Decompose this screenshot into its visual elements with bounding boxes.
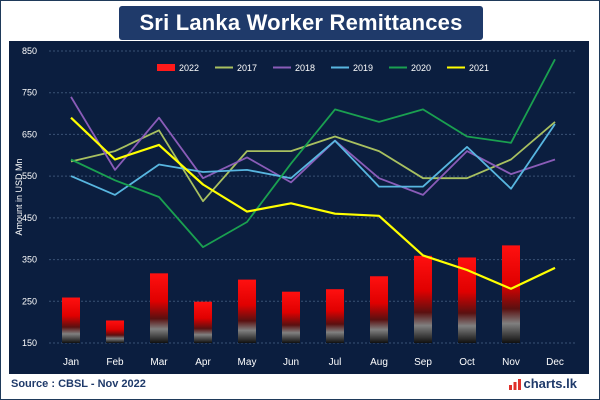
bar-2022-Jun	[282, 291, 300, 343]
y-tick-label: 850	[22, 46, 37, 56]
title-bar: Sri Lanka Worker Remittances	[119, 6, 483, 40]
y-tick-label: 150	[22, 338, 37, 348]
legend-label-2019: 2019	[353, 63, 373, 73]
legend-label-2018: 2018	[295, 63, 315, 73]
x-tick-label: Oct	[459, 357, 475, 368]
legend-label-2022: 2022	[179, 63, 199, 73]
x-tick-label: Jan	[63, 357, 79, 368]
chart-title: Sri Lanka Worker Remittances	[139, 10, 463, 35]
bar-2022-Oct	[458, 257, 476, 343]
x-tick-label: Mar	[150, 357, 168, 368]
x-tick-label: Sep	[414, 357, 432, 368]
brand-logo-icon	[508, 378, 521, 390]
bar-2022-Sep	[414, 255, 432, 343]
bar-2022-Nov	[502, 245, 520, 343]
legend-swatch-2022	[157, 64, 175, 71]
plot-panel: 150 250 350 450 550 650 750 850 Amount in USD Mn…	[9, 41, 589, 374]
legend-label-2020: 2020	[411, 63, 431, 73]
x-tick-label: May	[238, 357, 257, 368]
chart-svg: 150 250 350 450 550 650 750 850 Amount in USD Mn…	[14, 46, 577, 368]
y-tick-label: 450	[22, 213, 37, 223]
brand-name: charts.lk	[523, 376, 577, 391]
brand: charts.lk	[508, 376, 577, 391]
y-tick-label: 750	[22, 88, 37, 98]
bar-2022-Mar	[150, 273, 168, 343]
source-note: Source : CBSL - Nov 2022	[11, 378, 146, 390]
bar-2022-Jul	[326, 289, 344, 343]
bar-2022-Feb	[106, 320, 124, 343]
x-tick-label: Feb	[106, 357, 124, 368]
y-axis-label: Amount in USD Mn	[14, 158, 24, 235]
x-tick-label: Dec	[546, 357, 564, 368]
legend-label-2017: 2017	[237, 63, 257, 73]
bar-2022-Jan	[62, 297, 80, 343]
x-tick-label: Aug	[370, 357, 388, 368]
y-tick-label: 550	[22, 171, 37, 181]
y-tick-label: 350	[22, 255, 37, 265]
series-line-2020	[70, 58, 556, 249]
x-tick-label: Jun	[283, 357, 299, 368]
x-tick-label: Jul	[329, 357, 342, 368]
series-line-2019	[70, 123, 556, 196]
legend-label-2021: 2021	[469, 63, 489, 73]
x-tick-label: Apr	[195, 357, 211, 368]
series-line-2021	[70, 116, 556, 290]
y-tick-label: 650	[22, 129, 37, 139]
footer: Source : CBSL - Nov 2022 charts.lk	[1, 374, 599, 398]
series-line-2017	[70, 121, 556, 203]
x-tick-label: Nov	[502, 357, 520, 368]
bar-2022-May	[238, 279, 256, 343]
y-tick-label: 250	[22, 296, 37, 306]
bar-2022-Apr	[194, 301, 212, 343]
bar-2022-Aug	[370, 276, 388, 343]
series-line-2018	[70, 96, 556, 196]
